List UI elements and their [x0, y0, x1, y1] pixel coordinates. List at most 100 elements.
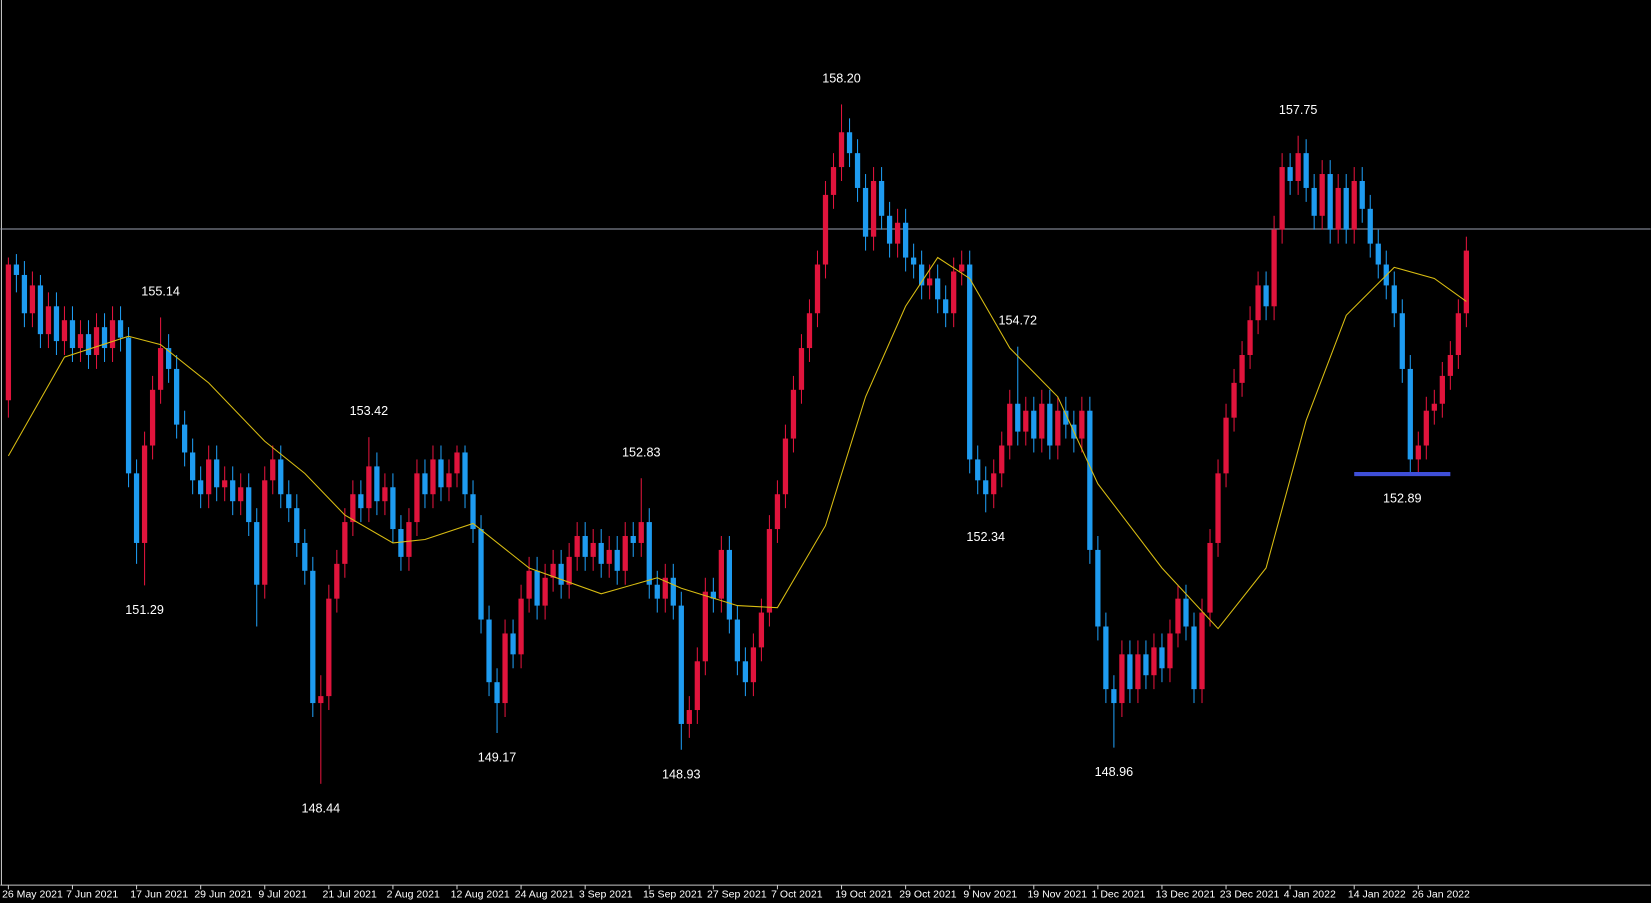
candle-body — [975, 459, 981, 481]
candle-body — [742, 661, 749, 683]
candle-body — [1343, 187, 1349, 230]
candle-body — [206, 459, 212, 495]
candle-body — [630, 536, 636, 543]
x-tick-label: 29 Jun 2021 — [194, 888, 252, 900]
candle-body — [438, 459, 444, 488]
candle-body — [542, 577, 548, 606]
candle-body — [758, 612, 765, 648]
candle-body — [214, 459, 220, 488]
candle-body — [1023, 410, 1029, 432]
candle-body — [967, 264, 973, 460]
candle-body — [662, 577, 668, 599]
candle-body — [366, 466, 372, 509]
candle-body — [53, 306, 60, 342]
candle-body — [1191, 626, 1197, 690]
candle-body — [382, 487, 388, 502]
candle-body — [510, 633, 516, 655]
candle-body — [1207, 542, 1213, 613]
candle-body — [1327, 174, 1333, 230]
candle-body — [1015, 403, 1021, 432]
candle-body — [518, 598, 524, 655]
candle-body — [1279, 167, 1285, 230]
x-tick-label: 26 May 2021 — [2, 888, 63, 900]
x-tick-label: 21 Jul 2021 — [323, 888, 378, 900]
candle-body — [638, 522, 644, 543]
candle-body — [854, 153, 861, 188]
candle-body — [1079, 410, 1085, 439]
candle-body — [1047, 403, 1053, 446]
candle-body — [21, 274, 28, 314]
candle-body — [894, 222, 901, 244]
candle-body — [878, 180, 885, 216]
x-tick-label: 13 Dec 2021 — [1156, 888, 1216, 900]
moving-average — [7, 256, 1467, 630]
candle-body — [454, 452, 460, 474]
candle-body — [157, 348, 164, 390]
candle-body — [1151, 647, 1157, 676]
x-tick-label: 2 Aug 2021 — [387, 888, 440, 900]
x-tick-label: 23 Dec 2021 — [1220, 888, 1280, 900]
swing-label: 155.14 — [141, 284, 180, 298]
x-tick-label: 19 Oct 2021 — [835, 888, 892, 900]
candle-body — [534, 570, 540, 606]
candle-body — [1103, 626, 1109, 690]
candle-body — [1271, 229, 1277, 307]
candle-body — [414, 473, 420, 523]
candle-body — [1199, 612, 1205, 690]
candle-body — [902, 222, 909, 258]
candle-body — [1095, 549, 1101, 627]
candle-body — [999, 445, 1005, 474]
candle-body — [582, 536, 588, 557]
candle-body — [646, 522, 652, 585]
candle-body — [1007, 403, 1013, 446]
candle-body — [181, 424, 188, 453]
candle-body — [774, 494, 781, 530]
candle-body — [1063, 410, 1069, 425]
candle-body — [374, 466, 380, 502]
candle-body — [486, 619, 492, 683]
candle-body — [806, 313, 813, 349]
candle-body — [766, 529, 773, 613]
candle-body — [1463, 250, 1470, 314]
candle-body — [1311, 187, 1317, 216]
candle-body — [173, 368, 180, 425]
candle-body — [1119, 654, 1125, 704]
candle-body — [77, 334, 84, 349]
candle-body — [502, 633, 508, 704]
candle-body — [830, 167, 837, 195]
candle-body — [101, 327, 108, 349]
candle-body — [814, 264, 821, 314]
candle-body — [710, 591, 716, 599]
candle-body — [470, 494, 476, 530]
candle-body — [326, 598, 332, 697]
swing-label: 157.75 — [1279, 103, 1318, 117]
candle-body — [694, 661, 700, 711]
x-tick-label: 14 Jan 2022 — [1348, 888, 1406, 900]
swing-label: 152.83 — [622, 445, 661, 459]
candle-body — [1087, 410, 1093, 550]
candle-body — [190, 452, 196, 481]
candle-body — [1399, 313, 1405, 369]
candle-body — [1055, 410, 1061, 446]
candle-body — [718, 549, 724, 599]
candle-body — [1335, 187, 1341, 230]
candle-body — [1111, 689, 1117, 704]
candle-body — [943, 299, 949, 314]
candle-body — [550, 563, 556, 578]
candle-body — [222, 480, 228, 488]
candle-body — [302, 542, 308, 571]
candle-body — [310, 570, 316, 704]
candle-body — [822, 194, 829, 265]
candle-body — [1247, 320, 1253, 356]
candle-body — [574, 536, 580, 557]
candle-body — [862, 187, 869, 237]
candle-body — [430, 459, 436, 495]
candle-body — [782, 438, 789, 495]
candle-body — [93, 327, 100, 356]
candle-body — [1423, 410, 1429, 446]
candle-body — [1407, 368, 1413, 460]
candle-body — [1415, 445, 1421, 460]
